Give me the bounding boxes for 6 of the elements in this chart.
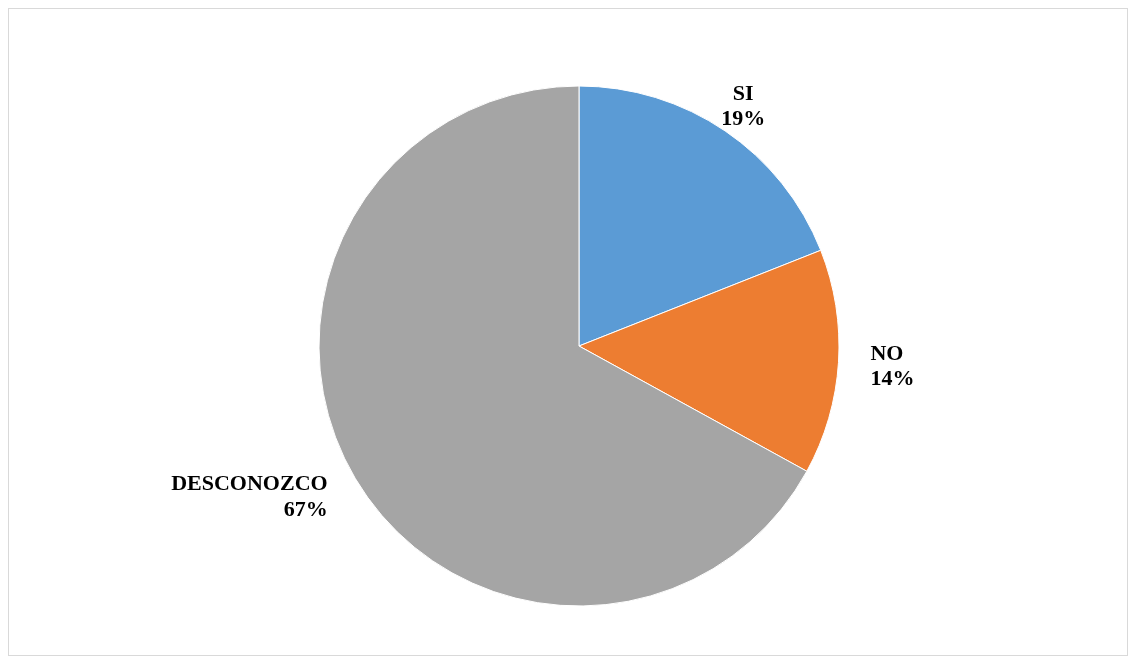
data-label: 14%	[870, 365, 915, 391]
slice-label: DESCONOZCO	[171, 470, 328, 496]
data-label: 19%	[721, 105, 766, 131]
data-label: 67%	[283, 495, 328, 521]
slice-label: SI	[732, 80, 754, 106]
slice-label: NO	[870, 339, 904, 365]
